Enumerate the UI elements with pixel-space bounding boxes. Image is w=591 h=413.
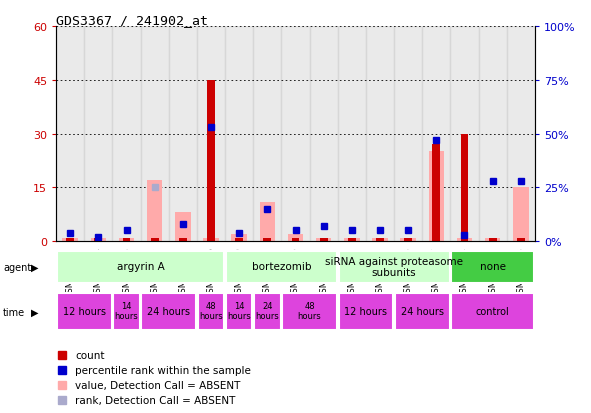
Bar xyxy=(344,238,359,242)
Bar xyxy=(57,293,112,330)
Text: rank, Detection Call = ABSENT: rank, Detection Call = ABSENT xyxy=(75,395,236,405)
Text: count: count xyxy=(75,350,105,360)
Bar xyxy=(479,27,506,242)
Bar xyxy=(348,238,356,242)
Text: 12 hours: 12 hours xyxy=(63,306,106,316)
Text: 14
hours: 14 hours xyxy=(115,301,138,320)
Bar xyxy=(394,27,422,242)
Bar xyxy=(400,238,416,242)
Text: none: none xyxy=(480,262,506,272)
Bar xyxy=(281,27,310,242)
Bar xyxy=(451,251,534,284)
Bar xyxy=(66,238,74,242)
Bar xyxy=(513,188,528,242)
Bar xyxy=(232,235,247,242)
Text: percentile rank within the sample: percentile rank within the sample xyxy=(75,365,251,375)
Bar xyxy=(259,202,275,242)
Bar xyxy=(63,238,78,242)
Text: 12 hours: 12 hours xyxy=(345,306,387,316)
Bar xyxy=(316,238,332,242)
Text: GDS3367 / 241902_at: GDS3367 / 241902_at xyxy=(56,14,208,27)
Bar xyxy=(310,27,337,242)
Text: ▶: ▶ xyxy=(31,307,38,317)
Bar xyxy=(291,238,300,242)
Bar xyxy=(169,27,197,242)
Bar xyxy=(85,27,112,242)
Bar xyxy=(254,293,281,330)
Bar xyxy=(264,238,271,242)
Text: siRNA against proteasome
subunits: siRNA against proteasome subunits xyxy=(325,256,463,278)
Bar xyxy=(395,293,450,330)
Bar xyxy=(226,293,252,330)
Bar xyxy=(506,27,535,242)
Text: control: control xyxy=(476,306,509,316)
Text: 24
hours: 24 hours xyxy=(255,301,279,320)
Bar xyxy=(225,27,254,242)
Bar xyxy=(517,238,525,242)
Bar xyxy=(122,238,131,242)
Bar xyxy=(207,81,215,242)
Bar xyxy=(56,27,85,242)
Text: 48
hours: 48 hours xyxy=(199,301,223,320)
Bar xyxy=(119,238,134,242)
Bar xyxy=(457,238,472,242)
Bar xyxy=(254,27,281,242)
Bar xyxy=(404,238,412,242)
Text: agent: agent xyxy=(3,262,31,273)
Text: 24 hours: 24 hours xyxy=(147,306,190,316)
Bar xyxy=(147,181,163,242)
Bar xyxy=(460,134,469,242)
Text: time: time xyxy=(3,307,25,317)
Bar xyxy=(90,238,106,242)
Bar xyxy=(235,238,243,242)
Bar xyxy=(451,293,534,330)
Bar xyxy=(203,238,219,242)
Bar xyxy=(95,238,102,242)
Bar xyxy=(113,293,140,330)
Bar xyxy=(288,235,303,242)
Bar xyxy=(112,27,141,242)
Bar xyxy=(433,145,440,242)
Bar xyxy=(197,27,225,242)
Bar xyxy=(339,251,450,284)
Text: argyrin A: argyrin A xyxy=(117,262,164,272)
Bar xyxy=(226,251,337,284)
Bar xyxy=(372,238,388,242)
Bar xyxy=(376,238,384,242)
Bar xyxy=(141,27,169,242)
Bar xyxy=(179,238,187,242)
Bar xyxy=(320,238,327,242)
Bar xyxy=(282,293,337,330)
Bar xyxy=(489,238,496,242)
Bar xyxy=(337,27,366,242)
Bar xyxy=(151,238,158,242)
Bar xyxy=(57,251,224,284)
Text: value, Detection Call = ABSENT: value, Detection Call = ABSENT xyxy=(75,380,241,390)
Bar xyxy=(141,293,196,330)
Bar xyxy=(485,238,501,242)
Bar xyxy=(422,27,450,242)
Bar xyxy=(198,293,224,330)
Bar xyxy=(366,27,394,242)
Text: 24 hours: 24 hours xyxy=(401,306,444,316)
Bar xyxy=(175,213,191,242)
Text: ▶: ▶ xyxy=(31,262,38,273)
Bar xyxy=(450,27,479,242)
Text: bortezomib: bortezomib xyxy=(252,262,311,272)
Text: 14
hours: 14 hours xyxy=(228,301,251,320)
Bar xyxy=(428,152,444,242)
Bar xyxy=(339,293,393,330)
Text: 48
hours: 48 hours xyxy=(298,301,322,320)
